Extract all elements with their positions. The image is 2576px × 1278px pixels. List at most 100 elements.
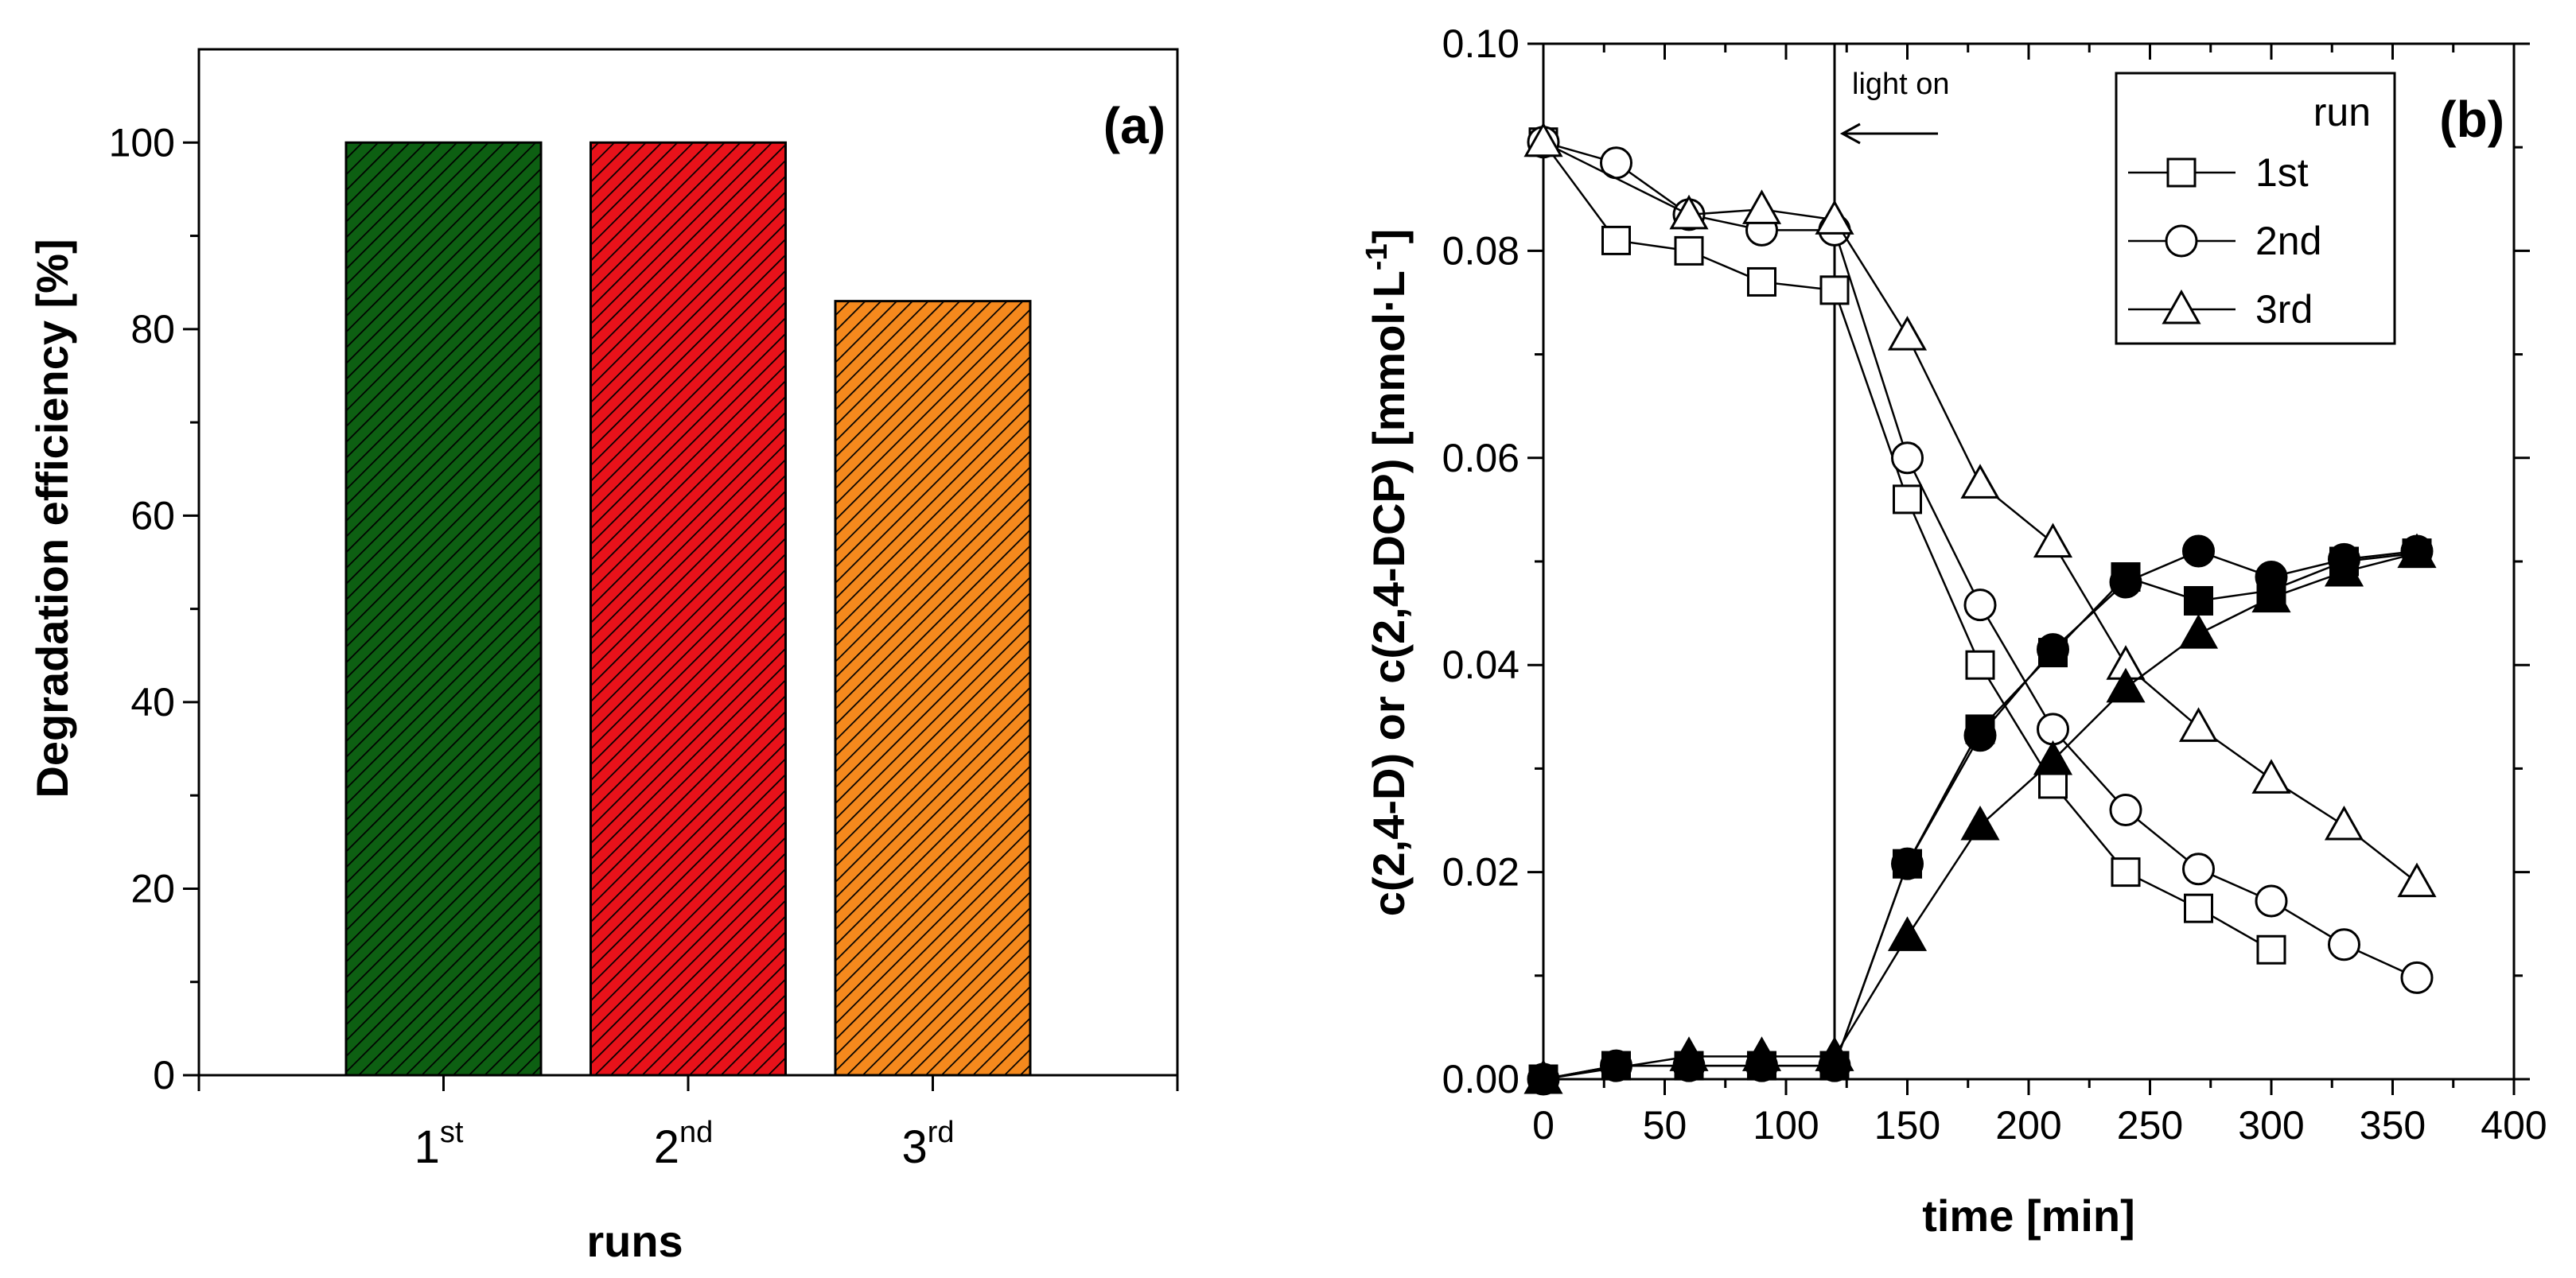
y-tick-label-a: 20 [130,866,175,911]
data-point-triangle [1669,1036,1709,1071]
data-point-square [2038,769,2068,799]
x-axis-title-a: runs [586,1216,683,1266]
data-point-triangle [2178,614,2219,649]
x-tick-label-b: 200 [1995,1103,2061,1148]
data-point-circle [2109,793,2142,826]
legend-marker-circle [2165,224,2198,258]
series-b [1523,122,2437,1096]
data-point-square [1601,225,1631,255]
y-axis-title-a: Degradation efficiency [%] [27,239,77,798]
y-tick-label-b: 0.10 [1442,21,1520,66]
legend-title: run [2313,90,2371,134]
x-tick-labels-a: 1st 2nd 3rd [414,1116,955,1173]
data-point-square [2184,893,2213,923]
data-point-circle [2328,928,2360,961]
light-on-arrow-head [1839,122,1861,145]
line-chart-panel-b: 0 50 100 150 200 250 300 350 400 0.00 0.02 0.04 0.06… [1360,21,2547,1241]
bar-hatch-1 [344,141,543,1077]
data-point-circle [2182,853,2215,886]
y-axis-title-b: c(2,4-D) or c(2,4-DCP) [mmol·L-1] [1360,229,1414,917]
data-point-triangle [2251,759,2291,794]
data-point-triangle [1741,1036,1782,1071]
y-tick-label-a: 0 [153,1053,175,1097]
bar-chart-panel-a: 0 20 40 60 80 100 1st 2nd 3rd (a) runs Degradat… [27,48,1179,1266]
x-tick-label-b: 250 [2117,1103,2183,1148]
y-tick-label-b: 0.00 [1442,1057,1520,1101]
data-point-circle [2255,884,2288,918]
data-point-square [1674,235,1704,266]
bar-hatch-3 [834,300,1032,1077]
data-point-triangle [2106,667,2146,703]
data-point-triangle [2324,805,2364,841]
legend-entry: 3rd [2255,287,2313,332]
data-point-square [1747,266,1776,297]
x-tick-label-b: 50 [1643,1103,1687,1148]
data-point-circle [2109,565,2142,599]
data-point-triangle [1887,316,1928,351]
legend-entry: 1st [2255,150,2309,195]
x-tick-label-b: 400 [2481,1103,2547,1148]
data-point-triangle [1523,1059,1563,1094]
data-point-triangle [1741,189,1782,224]
data-point-square [2256,934,2286,965]
data-point-triangle [1815,1036,1854,1071]
data-point-triangle [1669,194,1709,230]
legend-entry: 2nd [2255,219,2321,263]
x-tick-label-b: 300 [2238,1103,2304,1148]
y-tick-label-b: 0.06 [1442,436,1520,480]
data-point-triangle [2397,533,2437,569]
y-tick-label-a: 40 [130,680,175,724]
data-point-triangle [2033,740,2073,775]
series-line-3rd [1543,552,2418,1081]
data-point-triangle [1960,464,2000,499]
y-tick-label-a: 100 [109,120,175,165]
data-point-triangle [2251,577,2291,613]
data-point-triangle [1960,805,2000,841]
y-tick-label-b: 0.04 [1442,643,1520,687]
x-tick-label-b: 100 [1753,1103,1819,1148]
data-point-square [1965,650,1995,680]
data-point-circle [2037,633,2069,666]
x-tick-label-b: 0 [1532,1103,1555,1148]
bar-hatch-2 [590,141,787,1077]
legend-marker-triangle [2162,289,2201,324]
bars-a [344,141,1032,1077]
x-tick-label-b: 350 [2360,1103,2426,1148]
legend-box [2115,72,2396,345]
series-3rd-2,4-DCP [1523,533,2437,1094]
panel-label-b: (b) [2439,91,2504,148]
data-point-square [1893,484,1922,515]
y-tick-label-a: 60 [130,493,175,538]
axis-ticks-b: 0 50 100 150 200 250 300 350 400 0.00 0.02 0.04 0.06… [1442,21,2547,1148]
data-point-circle [2182,534,2215,568]
series-3rd-2,4-D [1523,122,2437,898]
x-tick-label-a: 2nd [654,1116,714,1173]
data-point-triangle [2324,551,2364,587]
data-point-square [2111,857,2141,888]
y-tick-label-a: 80 [130,307,175,352]
data-point-circle [2400,961,2434,994]
x-axis-title-b: time [min] [1922,1191,2135,1241]
x-tick-label-b: 150 [1874,1103,1940,1148]
legend-marker-square [2166,157,2197,188]
data-point-triangle [2397,862,2437,898]
data-point-square [2184,585,2213,616]
data-point-circle [1963,589,1997,622]
x-tick-label-a: 3rd [901,1116,954,1173]
data-point-circle [1963,719,1997,752]
data-point-square [1819,275,1850,305]
data-point-triangle [2178,707,2219,742]
data-point-triangle [1815,200,1854,235]
data-point-triangle [1887,916,1928,951]
light-on-label: light on [1852,68,1950,101]
panel-label-a: (a) [1103,97,1165,154]
data-point-circle [1891,847,1924,880]
series-1st-2,4-D [1528,127,2286,965]
data-point-circle [1891,441,1924,475]
y-axis-ticks-a: 0 20 40 60 80 100 [109,120,1179,1097]
data-point-triangle [1523,122,1563,157]
x-tick-label-a: 1st [414,1116,464,1173]
data-point-triangle [2033,522,2073,558]
